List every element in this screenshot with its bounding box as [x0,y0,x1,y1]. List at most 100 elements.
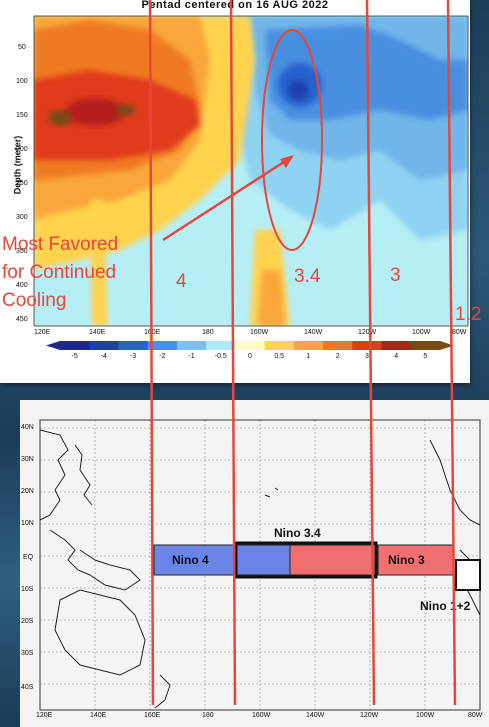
y-tick: 400 [16,282,28,289]
colorbar-swatch [264,341,295,350]
nino-region-map: Nino 4 Nino 3.4 Nino 3 Nino 1+2 40N 30N … [20,400,489,727]
lat-tick: 20S [21,618,34,625]
y-tick: 200 [16,146,28,153]
arrow-head [280,155,294,168]
new-guinea-coast [79,549,141,591]
nino4-label: Nino 4 [172,553,209,567]
y-tick: 450 [16,316,28,323]
lat-tick: 40N [21,424,34,431]
deep-warm-core [258,270,285,326]
cool-core-center [288,80,308,100]
lat-tick: 20N [21,488,34,495]
hawaii-2 [274,487,279,491]
warm-core-brown-1 [48,110,72,126]
favored-cooling-ellipse [261,29,323,251]
y-tick: 250 [16,180,28,187]
lat-tick: 10N [21,520,34,527]
lon-tick: 100W [416,712,435,719]
x-tick: 160E [144,329,161,336]
lat-tick: 30N [21,456,34,463]
colorbar-swatch [235,341,266,350]
lon-tick: 80W [468,712,483,719]
colorbar-swatch [176,341,207,350]
x-tick: 100W [412,329,431,336]
lon-tick: 140E [90,712,107,719]
x-tick: 140E [89,329,106,336]
y-tick: 150 [16,112,28,119]
nino12-box [455,559,481,591]
y-tick: 350 [16,248,28,255]
colorbar-label: 1 [306,353,311,360]
lon-tick: 160W [252,712,271,719]
annotation-arrow [162,156,291,242]
north-america-coast [429,439,481,526]
warm-core [65,98,125,126]
nino34-east-box [289,544,379,576]
lon-tick: 120W [360,712,379,719]
colorbar-label: 5 [423,353,428,360]
asia-coast [39,429,69,521]
lat-tick: 10S [21,586,34,593]
x-tick: 180 [202,329,214,336]
colorbar-label: 3 [364,353,369,360]
lon-tick: 140W [306,712,325,719]
colorbar-label: -2 [159,353,166,360]
x-tick: 120W [358,329,377,336]
nino34-label: Nino 3.4 [274,526,321,540]
colorbar-label: -1 [188,353,195,360]
nino4-box [153,544,237,576]
x-tick: 140W [304,329,323,336]
colorbar-swatch [410,341,441,350]
colorbar-label: 4 [394,353,399,360]
colorbar-swatch [293,341,324,350]
colorbar-label: -4 [100,353,107,360]
hawaii [264,494,271,498]
colorbar-swatch [206,341,236,350]
colorbar-swatch [118,341,149,350]
annotation-line-1: Most Favored [2,234,119,255]
colorbar-label: 2 [335,353,340,360]
colorbar-label: -0.5 [214,353,227,360]
colorbar-swatch [147,341,178,350]
lat-tick: 40S [21,684,34,691]
warm-core-brown-2 [115,104,135,116]
annotation-line-2: for Continued [2,262,117,283]
nino3-box [377,544,455,576]
plot-frame [33,15,469,327]
colorbar-swatch [381,341,412,350]
region-number-4: 4 [176,271,187,292]
x-tick: 80W [452,329,467,336]
lon-tick: 120E [36,712,53,719]
west-streak [90,200,108,326]
colorbar-label: -5 [71,353,78,360]
colorbar-swatch [60,341,90,350]
colorbar-swatch [352,341,383,350]
y-tick: 300 [16,214,28,221]
colorbar-label: 0 [248,353,252,360]
new-zealand-coast [154,674,171,709]
x-tick: 160W [250,329,269,336]
colorbar-arrow-right [440,341,454,350]
region-number-3: 3 [390,265,401,286]
subsurface-anomaly-panel: Pentad centered on 16 AUG 2022 [2,0,482,360]
lon-tick: 160E [144,712,161,719]
region-number-1-2: 1.2 [455,304,482,325]
colorbar-label: 0.5 [274,353,285,360]
japan-coast [74,444,93,506]
anomaly-field [33,15,469,350]
y-tick: 100 [16,78,28,85]
lat-tick: 30S [21,650,34,657]
colorbar-arrow-left [46,341,60,350]
x-tick: 120E [34,329,51,336]
nino3-label: Nino 3 [388,553,425,567]
colorbar-label: -3 [129,353,137,360]
lon-tick: 180 [202,712,214,719]
nino34-west-box [235,544,291,576]
colorbar [46,341,454,350]
region-number-3-4: 3.4 [294,266,321,287]
nino12-label: Nino 1+2 [420,599,471,613]
southeast-asia-coast [49,529,91,576]
colorbar-swatch [89,341,119,350]
annotation-line-3: Cooling [2,290,67,311]
colorbar-swatch [323,341,353,350]
